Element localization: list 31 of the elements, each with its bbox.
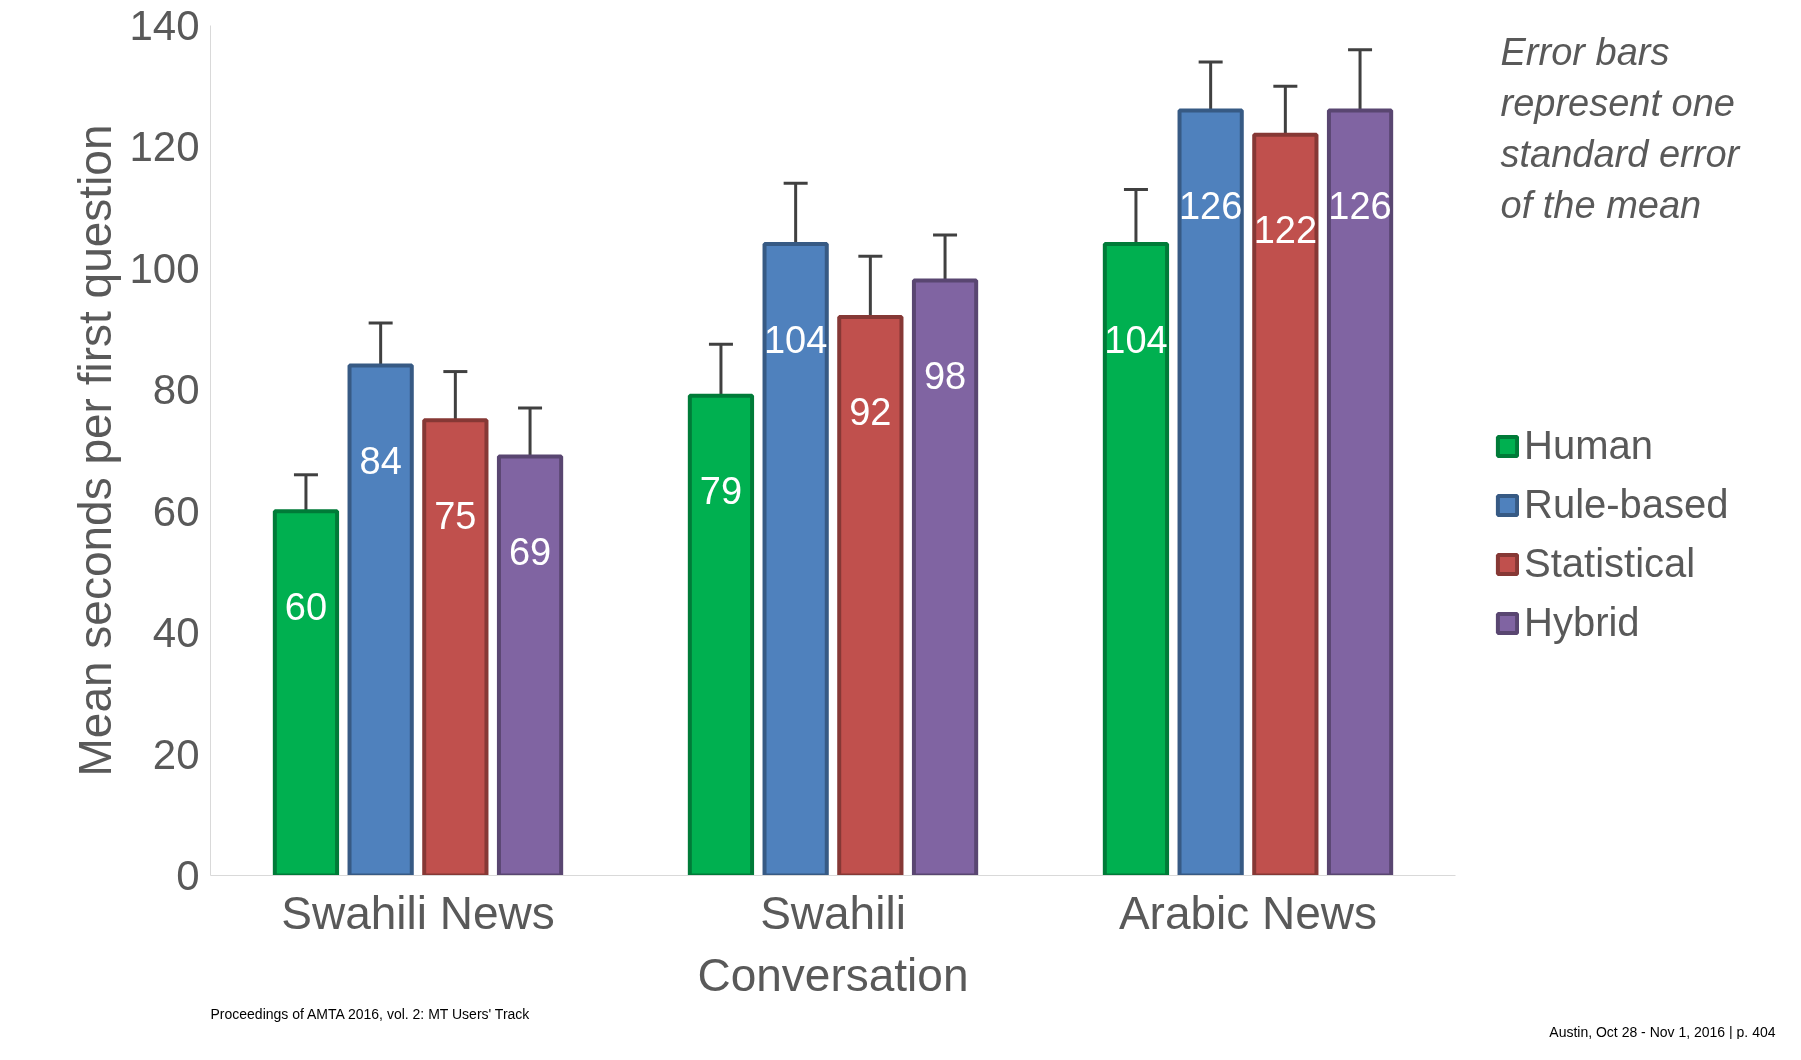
data-label: 98 [923, 355, 967, 397]
y-tick-label: 20 [152, 730, 200, 778]
legend-label: Human [1524, 423, 1653, 468]
x-tick-label: Arabic News [1118, 886, 1378, 939]
text: Austin, Oct 28 - Nov 1, 2016 | p. 404 [1549, 1023, 1776, 1040]
data-label: 69 [508, 531, 552, 574]
data-label: 104 [763, 318, 828, 361]
y-tick-label: 40 [152, 609, 200, 657]
x-tick-label: Swahili News [281, 886, 555, 939]
text: Proceedings of AMTA 2016, vol. 2: MT Users' Track [210, 1005, 531, 1022]
data-label: 126 [1328, 185, 1392, 227]
y-axis-title: Mean seconds per first question [69, 124, 122, 777]
data-label: 92 [849, 391, 892, 434]
data-label: 60 [284, 585, 328, 628]
y-tick-label: 60 [152, 487, 200, 535]
y-tick-label: 140 [129, 2, 200, 49]
x-tick-label: Swahili Conversation [697, 886, 969, 1001]
y-tick-label: 120 [129, 123, 200, 171]
y-tick-label: 80 [152, 366, 200, 414]
data-label: 126 [1178, 185, 1243, 227]
data-label: 84 [359, 440, 402, 482]
text: Error bars represent one standard error of the mean [1500, 30, 1741, 226]
legend-label: Rule-based [1524, 482, 1729, 527]
y-tick-label: 0 [176, 852, 200, 899]
legend-label: Hybrid [1524, 600, 1640, 645]
data-label: 79 [699, 470, 743, 513]
legend-label: Statistical [1524, 541, 1696, 586]
data-label: 75 [434, 494, 477, 537]
data-label: 122 [1253, 209, 1318, 252]
data-label: 104 [1104, 318, 1168, 361]
y-tick-label: 100 [129, 244, 200, 292]
